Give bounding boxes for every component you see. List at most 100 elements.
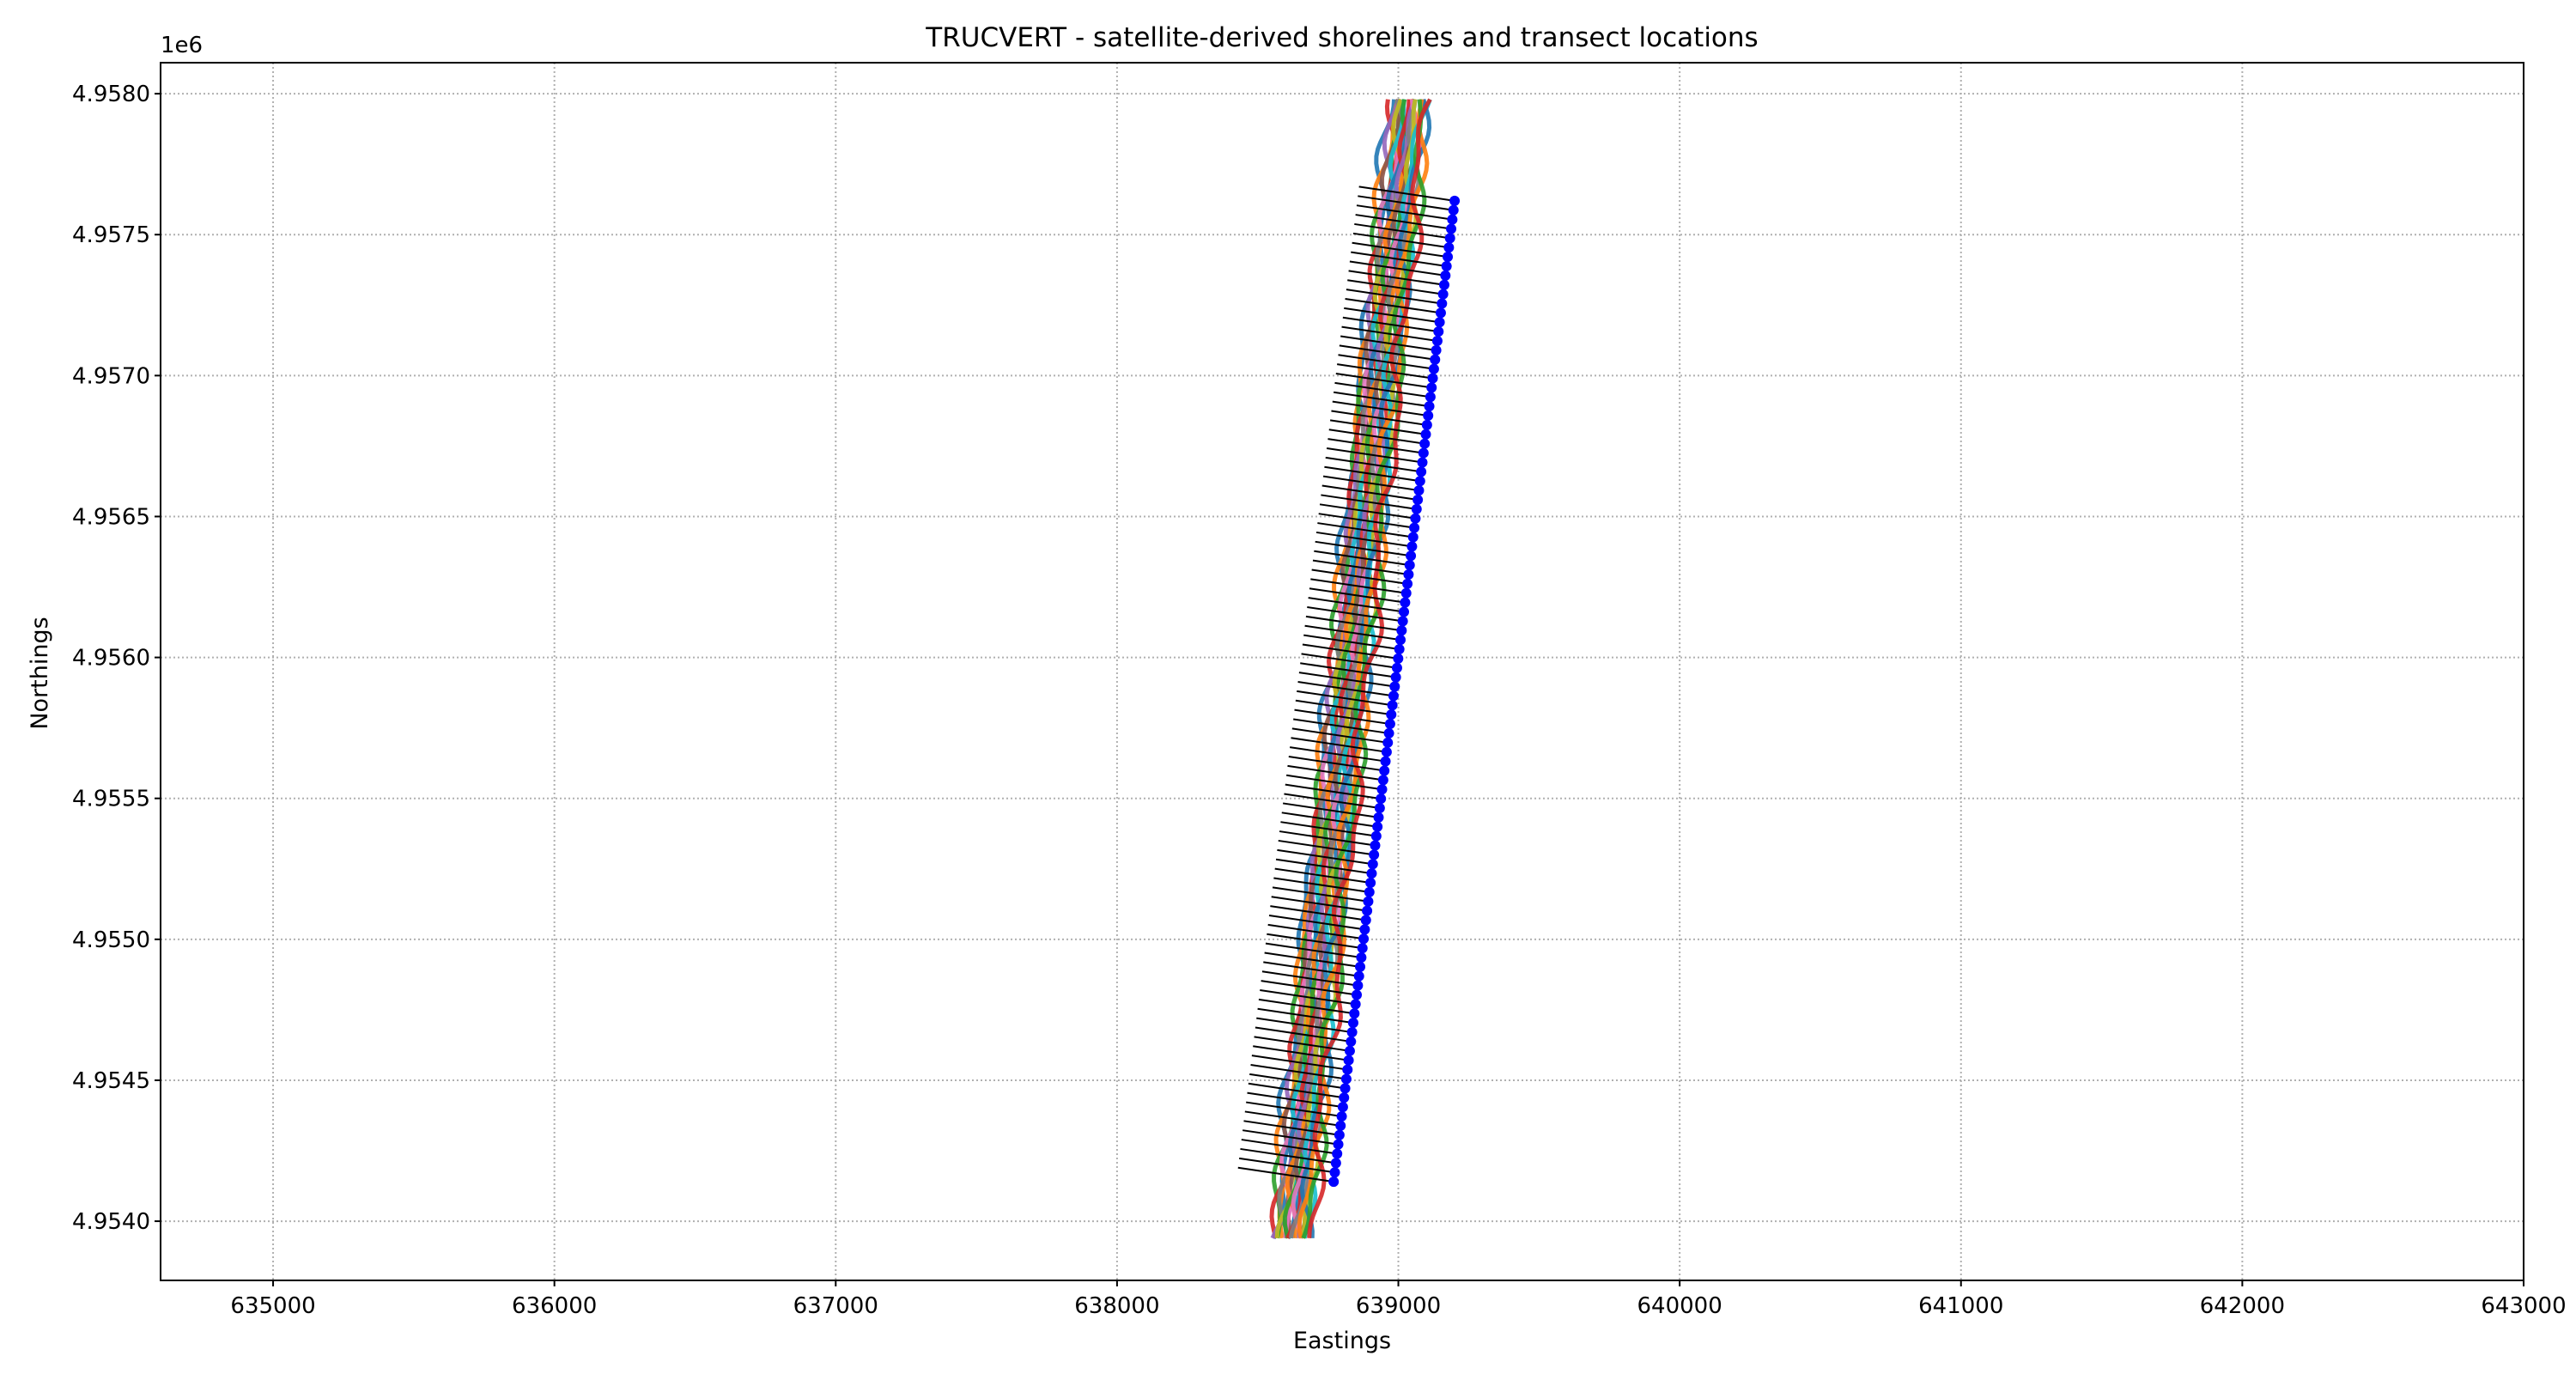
transect-line (1267, 933, 1363, 950)
transect-origin-marker (1413, 494, 1424, 505)
transect-origin-marker (1410, 513, 1421, 524)
transect-line (1319, 503, 1416, 520)
y-axis-offset-label: 1e6 (161, 33, 203, 58)
transect-line (1352, 241, 1449, 258)
transect-line (1341, 325, 1438, 343)
transect-line (1352, 232, 1449, 249)
transect-line (1328, 429, 1425, 445)
transect-origin-marker (1449, 195, 1461, 206)
transect-origin-marker (1330, 1158, 1341, 1169)
transect-origin-marker (1346, 1027, 1358, 1038)
transect-line (1308, 597, 1405, 613)
x-tick-label: 635000 (230, 1293, 315, 1319)
transect-origin-marker (1353, 970, 1364, 982)
transect-origin-marker (1339, 1092, 1350, 1103)
transect-line (1321, 484, 1419, 501)
transect-origin-marker (1359, 924, 1370, 935)
transect-origin-marker (1437, 289, 1449, 300)
transect-line (1304, 624, 1401, 641)
transect-origin-marker (1390, 672, 1401, 683)
transect-origin-marker (1444, 233, 1455, 244)
transect-origin-marker (1373, 812, 1384, 823)
transect-line (1254, 1036, 1351, 1052)
transect-line (1335, 373, 1432, 389)
transect-line (1270, 905, 1366, 921)
transect-line (1290, 746, 1386, 763)
transect-line (1321, 494, 1417, 510)
transect-line (1242, 1129, 1339, 1146)
transect-line (1288, 756, 1385, 772)
transect-origin-marker (1350, 999, 1361, 1010)
transect-line (1285, 783, 1382, 800)
transect-line (1356, 204, 1453, 221)
transect-origin-marker (1383, 727, 1394, 739)
transect-origin-marker (1427, 373, 1438, 384)
transect-line (1333, 391, 1430, 408)
transect-line (1294, 708, 1391, 726)
transect-origin-marker (1434, 317, 1445, 328)
x-tick-label: 641000 (1918, 1293, 2003, 1319)
transect-line (1291, 727, 1388, 744)
transect-origin-marker (1355, 961, 1366, 972)
transect-origin-marker (1333, 1139, 1344, 1150)
chart-title: TRUCVERT - satellite-derived shorelines … (925, 22, 1758, 53)
transect-origin-marker (1413, 485, 1425, 496)
y-tick-label: 4.9560 (72, 646, 150, 672)
transect-origin-marker (1349, 1008, 1360, 1019)
transect-origin-marker (1363, 896, 1374, 907)
transect-origin-marker (1403, 568, 1414, 580)
transect-origin-marker (1396, 625, 1407, 636)
transect-line (1261, 970, 1358, 987)
x-tick-label: 643000 (2481, 1293, 2566, 1319)
transect-origin-marker (1342, 1064, 1353, 1075)
transect-origin-marker (1357, 943, 1368, 954)
x-tick-label: 639000 (1356, 1293, 1441, 1319)
transect-line (1250, 1064, 1347, 1080)
transect-origin-marker (1379, 765, 1390, 776)
transect-line (1249, 1073, 1346, 1090)
transect-line (1338, 354, 1435, 370)
transect-line (1300, 662, 1396, 678)
transect-origin-marker (1447, 214, 1458, 225)
transect-line (1255, 1026, 1352, 1043)
transect-line (1275, 858, 1372, 875)
transect-line (1284, 793, 1380, 809)
transect-line (1281, 812, 1378, 828)
transect-origin-marker (1407, 532, 1419, 543)
transect-origin-marker (1376, 793, 1387, 805)
transect-origin-marker (1382, 737, 1394, 748)
transect-origin-marker (1328, 1176, 1340, 1188)
transect-origin-marker (1366, 868, 1377, 879)
transect-origin-marker (1389, 681, 1400, 692)
transect-origin-marker (1424, 401, 1435, 412)
transect-line (1251, 1055, 1348, 1071)
y-tick-label: 4.9570 (72, 363, 150, 389)
transect-origin-marker (1416, 466, 1427, 477)
y-tick-label: 4.9580 (72, 82, 150, 107)
transect-line (1340, 335, 1437, 351)
transect-line (1277, 848, 1373, 866)
transect-line (1278, 839, 1375, 856)
transect-origin-marker (1440, 270, 1451, 281)
axes-frame (160, 62, 2524, 1281)
transects-layer (1237, 185, 1455, 1183)
transect-origin-marker (1381, 746, 1392, 757)
transect-origin-marker (1380, 756, 1391, 767)
transect-line (1256, 1017, 1352, 1034)
transect-line (1274, 867, 1371, 884)
x-tick-label: 636000 (512, 1293, 597, 1319)
transect-origins-layer (1328, 195, 1461, 1188)
transect-origin-marker (1334, 1129, 1345, 1140)
transect-line (1315, 540, 1412, 557)
transect-origin-marker (1438, 279, 1449, 290)
transect-line (1322, 475, 1419, 492)
x-axis-label: Eastings (1293, 1328, 1391, 1354)
transect-origin-marker (1426, 382, 1437, 393)
transect-origin-marker (1430, 354, 1441, 365)
transect-line (1280, 821, 1376, 837)
transect-line (1314, 550, 1410, 567)
transect-line (1253, 1045, 1349, 1061)
transect-origin-marker (1406, 550, 1417, 562)
y-tick-label: 4.9565 (72, 504, 150, 530)
